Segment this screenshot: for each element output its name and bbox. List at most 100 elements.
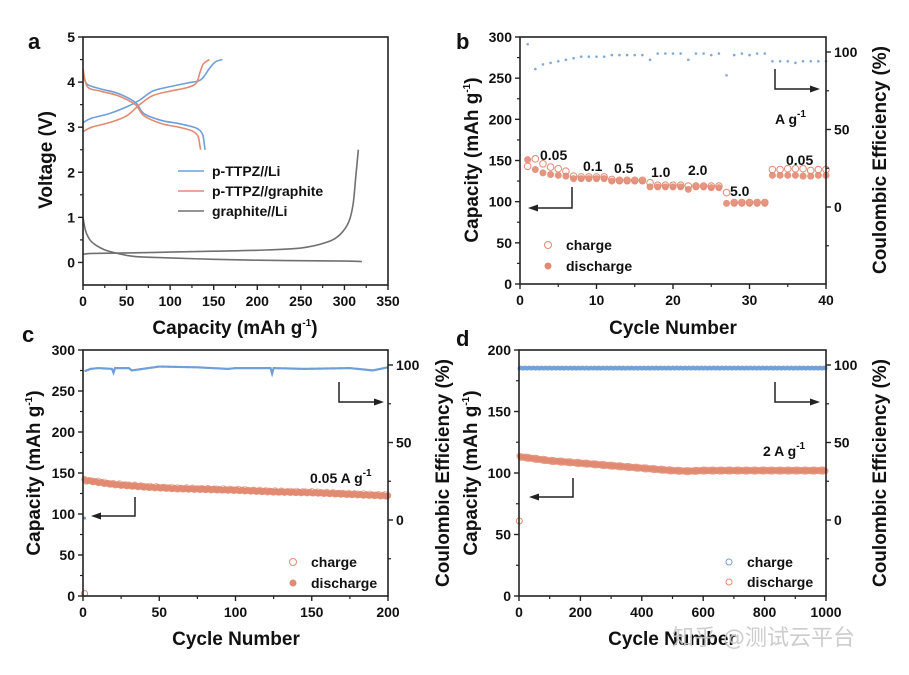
y2-tick-label: 100 — [834, 357, 858, 373]
legend-marker-discharge — [725, 578, 733, 586]
panel-b-plot-area — [523, 42, 830, 207]
x-tick-label: 300 — [333, 293, 357, 309]
y-tick-label: 250 — [52, 383, 76, 399]
discharge-point — [684, 185, 692, 193]
ce-point — [641, 53, 644, 57]
legend-marker-charge — [289, 558, 297, 566]
discharge-point — [654, 183, 662, 191]
x-tick-label: 250 — [289, 293, 313, 309]
ce-point — [709, 53, 713, 57]
panel-a: a 0 50 100 150 200 250 300 350 0 1 2 3 4 5 Capacity … — [28, 29, 400, 339]
x-tick-label: 50 — [151, 604, 167, 620]
discharge-point — [600, 175, 608, 183]
legend-label-graphite-li: graphite//Li — [212, 203, 287, 219]
y2-tick-label: 0 — [834, 199, 842, 215]
discharge-point — [661, 183, 669, 191]
y-tick-label: 100 — [52, 506, 76, 522]
ce-point — [541, 63, 545, 66]
ce-point — [526, 42, 529, 46]
panel-a-x-ticks: 0 50 100 150 200 250 300 350 — [79, 285, 400, 309]
panel-label-c: c — [22, 322, 34, 347]
panel-b-y2-ticks: 0 50 100 — [826, 44, 858, 247]
ce-point — [671, 52, 675, 55]
panel-c-rate-annotation: 0.05 A g-1 — [310, 468, 372, 486]
ce-point — [771, 60, 774, 63]
panel-d-y2-label: Coulombic Efficiency (%) — [870, 359, 891, 587]
legend-label-charge: charge — [747, 554, 793, 570]
ce-point — [534, 67, 537, 71]
y-tick-label: 1 — [67, 209, 75, 225]
y-tick-label: 150 — [488, 404, 512, 420]
curve-p-ttpz-li-charge — [82, 58, 223, 124]
discharge-point — [768, 171, 776, 179]
legend-label-discharge: discharge — [566, 258, 632, 274]
x-tick-label: 400 — [630, 604, 654, 620]
panel-a-plot-area — [82, 58, 362, 263]
discharge-point — [547, 170, 555, 178]
ce-point — [687, 58, 690, 62]
rate-label-0-05: 0.05 — [540, 147, 567, 163]
x-tick-label: 200 — [376, 604, 400, 620]
x-tick-label: 150 — [202, 293, 226, 309]
panel-label-b: b — [456, 29, 469, 54]
discharge-point — [623, 177, 631, 185]
ce-point — [755, 52, 759, 55]
rate-label-2-0: 2.0 — [688, 162, 708, 178]
ce-point — [610, 53, 614, 57]
y-tick-label: 200 — [52, 424, 76, 440]
charge-point — [523, 162, 532, 171]
ce-point — [595, 55, 598, 58]
curve-p-ttpz-li-discharge — [82, 74, 206, 150]
panel-b-y-label: Capacity (mAh g-1) — [462, 77, 483, 242]
curve-graphite-li-lithiation — [82, 217, 362, 263]
y2-tick-label: 50 — [834, 122, 850, 138]
y-tick-label: 250 — [489, 70, 513, 86]
x-tick-label: 50 — [119, 293, 135, 309]
panel-d-plot-area — [515, 365, 829, 525]
discharge-point — [554, 171, 562, 179]
discharge-point — [570, 175, 578, 183]
discharge-point — [615, 177, 623, 185]
right-arrow-head-icon — [810, 85, 820, 93]
charge-point — [722, 188, 731, 197]
curve-p-ttpz-graphite-discharge — [82, 68, 202, 150]
panel-d-y-ticks: 0 50 100 150 200 — [488, 342, 519, 604]
x-tick-label: 0 — [515, 604, 523, 620]
ce-point — [786, 60, 790, 63]
discharge-point — [761, 199, 769, 207]
charge-point — [546, 163, 555, 171]
panel-c-y2-label: Coulombic Efficiency (%) — [433, 359, 454, 587]
panel-a-x-label: Capacity (mAh g-1) — [152, 318, 317, 339]
panel-d-y-label: Capacity (mAh g-1) — [461, 390, 482, 555]
legend-marker-discharge — [544, 262, 552, 270]
ce-point — [694, 52, 698, 55]
rate-label-0-5: 0.5 — [614, 160, 634, 176]
panel-b-x-label: Cycle Number — [609, 318, 737, 339]
charge-point — [531, 155, 540, 163]
legend-label-discharge: discharge — [747, 574, 813, 590]
discharge-point — [593, 175, 600, 183]
right-arrow-head-icon — [374, 398, 384, 406]
discharge-point — [746, 199, 753, 207]
x-tick-label: 0 — [79, 293, 87, 309]
discharge-point — [692, 183, 700, 191]
panel-c-x-label: Cycle Number — [172, 629, 300, 650]
panel-a-legend: p-TTPZ//Li p-TTPZ//graphite graphite//Li — [178, 163, 323, 219]
panel-d-x-label: Cycle Number — [608, 629, 736, 650]
panel-d-y2-ticks: 0 50 100 — [826, 357, 858, 560]
y-tick-label: 4 — [67, 74, 75, 90]
y-tick-label: 50 — [496, 235, 512, 251]
y-tick-label: 0 — [67, 254, 75, 270]
panel-a-y-ticks: 0 1 2 3 4 5 — [67, 29, 83, 270]
ce-point — [564, 58, 568, 62]
panel-c-y-label: Capacity (mAh g-1) — [24, 390, 45, 555]
ce-point — [794, 61, 797, 65]
panel-b-y2-label: Coulombic Efficiency (%) — [870, 46, 891, 274]
ce-point — [801, 60, 805, 63]
y2-tick-label: 100 — [396, 357, 420, 373]
ce-point — [618, 53, 621, 57]
ce-point — [679, 52, 682, 55]
y-tick-label: 200 — [489, 111, 513, 127]
discharge-point — [646, 183, 654, 191]
